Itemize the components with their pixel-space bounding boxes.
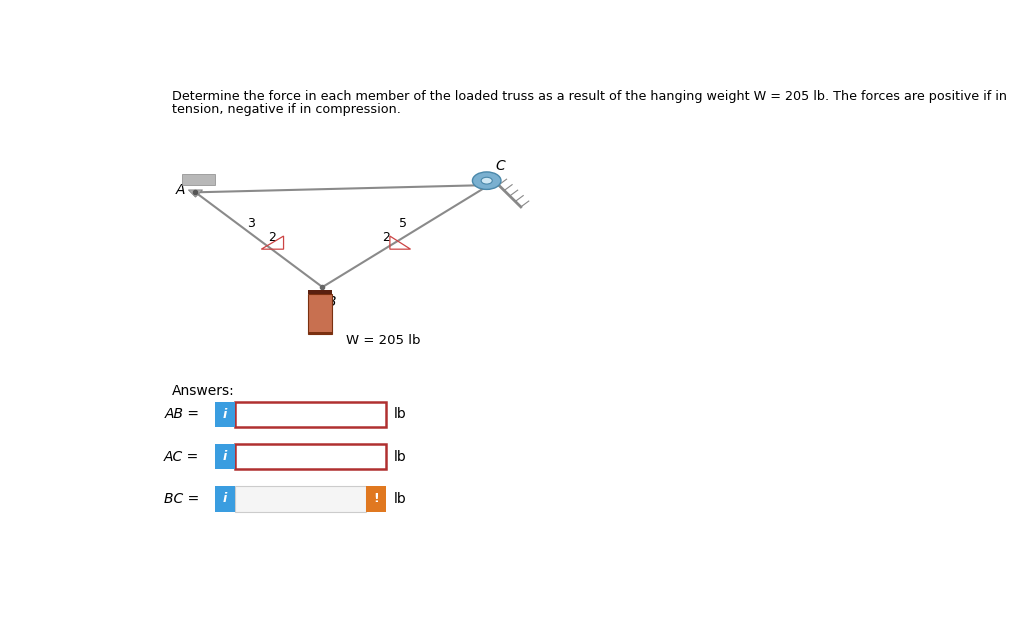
- Text: 3: 3: [247, 218, 255, 230]
- Text: lb: lb: [394, 450, 407, 464]
- Text: i: i: [223, 492, 227, 505]
- Text: lb: lb: [394, 492, 407, 506]
- Text: BC =: BC =: [164, 492, 200, 506]
- Circle shape: [481, 177, 493, 184]
- Bar: [367, 487, 386, 512]
- Bar: [236, 487, 367, 512]
- Text: B: B: [327, 295, 336, 309]
- Bar: [215, 444, 236, 469]
- Bar: [308, 332, 332, 334]
- Text: Answers:: Answers:: [172, 384, 234, 398]
- Text: C: C: [496, 159, 505, 173]
- Text: !: !: [373, 492, 379, 505]
- Bar: [236, 402, 386, 427]
- Text: 2: 2: [382, 230, 390, 244]
- Text: lb: lb: [394, 408, 407, 422]
- Text: 2: 2: [268, 230, 276, 244]
- Polygon shape: [188, 190, 203, 197]
- Circle shape: [472, 172, 501, 189]
- Bar: [308, 290, 332, 294]
- Bar: [236, 444, 386, 469]
- Text: A: A: [176, 183, 185, 197]
- Text: W = 205 lb: W = 205 lb: [346, 334, 421, 347]
- Text: 5: 5: [399, 218, 408, 230]
- Text: i: i: [223, 408, 227, 421]
- Text: i: i: [223, 450, 227, 463]
- Text: tension, negative if in compression.: tension, negative if in compression.: [172, 103, 400, 116]
- Text: Determine the force in each member of the loaded truss as a result of the hangin: Determine the force in each member of th…: [172, 90, 1007, 103]
- Bar: [308, 294, 332, 334]
- Bar: [182, 174, 215, 185]
- Text: AB =: AB =: [165, 408, 200, 422]
- Bar: [215, 487, 236, 512]
- Text: AC =: AC =: [164, 450, 200, 464]
- Bar: [215, 402, 236, 427]
